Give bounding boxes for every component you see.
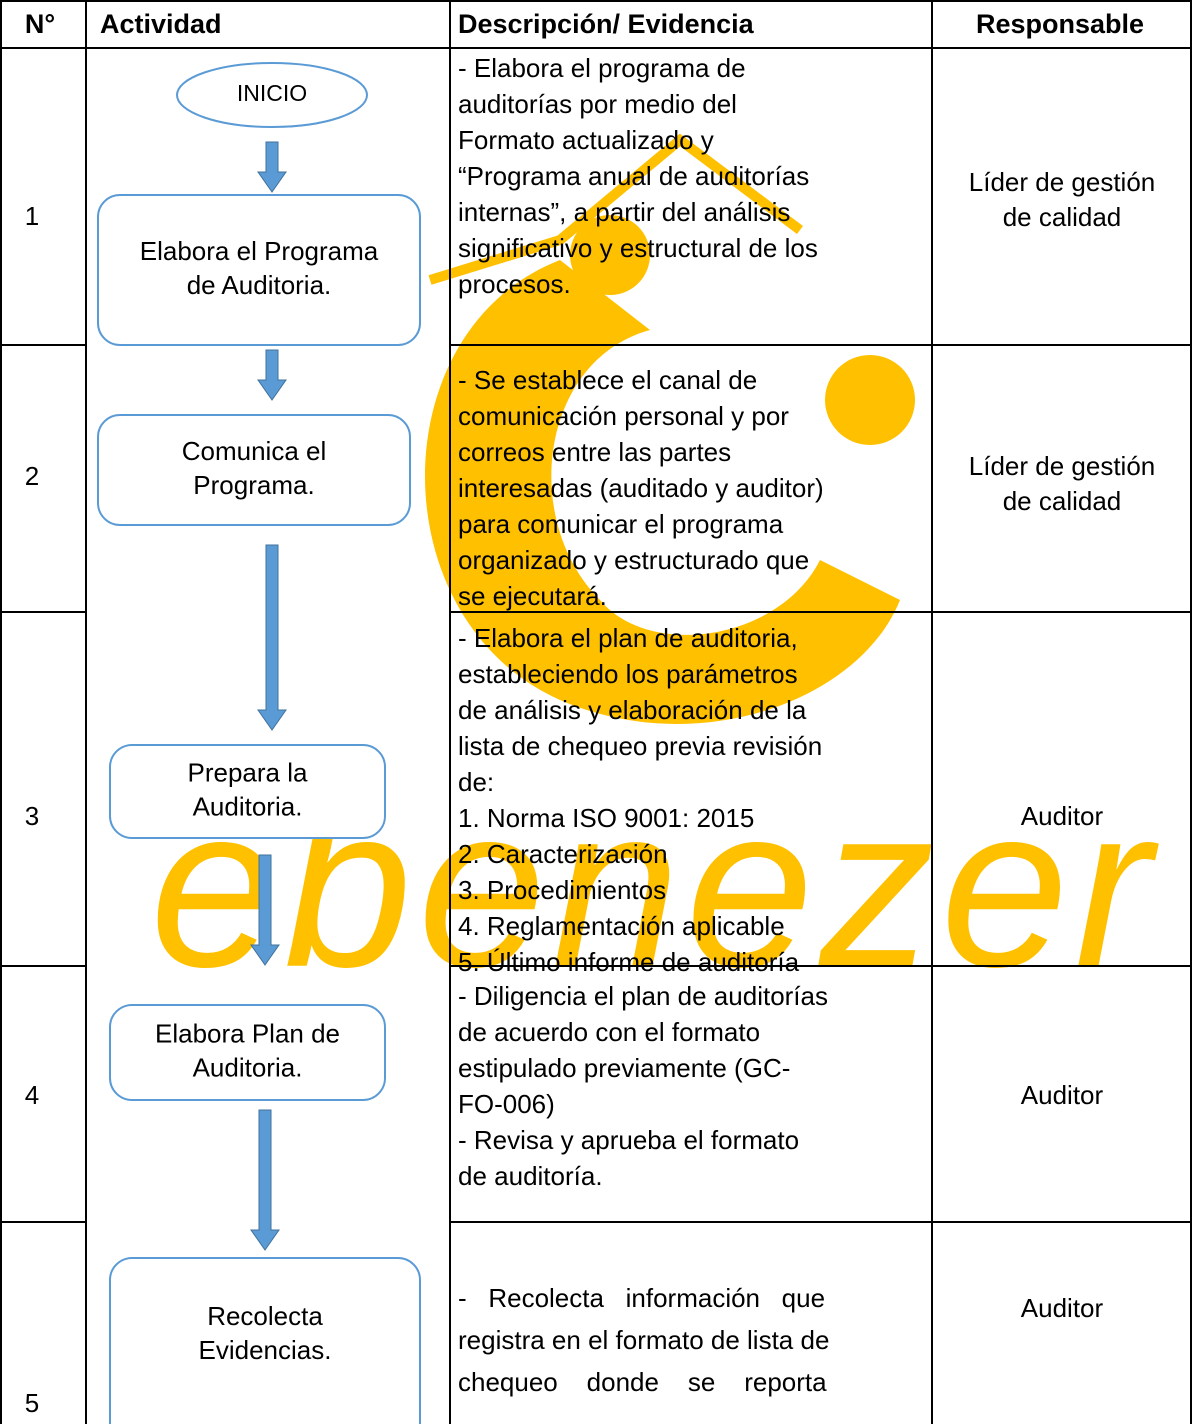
watermark-logo: ebenezer — [150, 133, 1153, 1015]
activity-label: Recolecta — [207, 1301, 323, 1331]
description-line: 5. Último informe de auditoría — [458, 947, 800, 977]
description-line: chequeo donde se reporta — [458, 1367, 827, 1397]
description-line: de acuerdo con el formato — [458, 1017, 760, 1047]
row-number: 5 — [25, 1388, 39, 1418]
description-line: se ejecutará. — [458, 581, 607, 611]
header-cell: Responsable — [976, 9, 1144, 39]
responsible-line: de calidad — [1003, 202, 1122, 232]
activity-box — [109, 744, 386, 839]
description-line: comunicación personal y por — [458, 401, 789, 431]
description-line: auditorías por medio del — [458, 89, 737, 119]
activity-label: Programa. — [193, 470, 314, 500]
description-line: 1. Norma ISO 9001: 2015 — [458, 803, 754, 833]
description-line: lista de chequeo previa revisión — [458, 731, 822, 761]
header-cell: N° — [25, 9, 55, 39]
activity-label: Evidencias. — [199, 1335, 332, 1365]
start-label: INICIO — [237, 80, 307, 106]
row-number: 2 — [25, 461, 39, 491]
row-number: 3 — [25, 801, 39, 831]
description-line: - Elabora el programa de — [458, 53, 746, 83]
description-line: estipulado previamente (GC- — [458, 1053, 790, 1083]
activity-box — [109, 1004, 386, 1101]
description-line: registra en el formato de lista de — [458, 1325, 829, 1355]
flow-arrow — [257, 141, 287, 193]
description-line: - Elabora el plan de auditoria, — [458, 623, 798, 653]
activity-label: de Auditoria. — [187, 270, 332, 300]
description-line: - Revisa y aprueba el formato — [458, 1125, 799, 1155]
description-line: de análisis y elaboración de la — [458, 695, 807, 725]
description-line: de auditoría. — [458, 1161, 603, 1191]
activity-label: Auditoria. — [193, 1052, 303, 1082]
flow-arrow — [250, 854, 280, 966]
responsible-line: de calidad — [1003, 486, 1122, 516]
responsible-line: Auditor — [1021, 1080, 1104, 1110]
description-line: 3. Procedimientos — [458, 875, 666, 905]
activity-label: Elabora el Programa — [140, 236, 379, 266]
responsible-line: Auditor — [1021, 801, 1104, 831]
description-line: - Diligencia el plan de auditorías — [458, 981, 828, 1011]
start-node — [176, 62, 368, 128]
description-line: estableciendo los parámetros — [458, 659, 798, 689]
description-line: procesos. — [458, 269, 571, 299]
activity-label: Elabora Plan de — [155, 1018, 340, 1048]
responsible-line: Auditor — [1021, 1293, 1104, 1323]
description-line: de: — [458, 767, 494, 797]
activity-box — [97, 414, 411, 526]
row-number: 1 — [25, 201, 39, 231]
description-line: “Programa anual de auditorías — [458, 161, 809, 191]
header-cell: Actividad — [100, 9, 222, 39]
activity-label: Auditoria. — [193, 791, 303, 821]
activity-label: Comunica el — [182, 436, 327, 466]
activity-box — [109, 1257, 421, 1424]
flow-arrow — [250, 1109, 280, 1251]
description-line: 4. Reglamentación aplicable — [458, 911, 785, 941]
description-line: - Recolecta información que — [458, 1283, 825, 1313]
activity-label: Prepara la — [188, 757, 308, 787]
flow-arrow — [257, 349, 287, 401]
description-line: organizado y estructurado que — [458, 545, 809, 575]
description-line: interesadas (auditado y auditor) — [458, 473, 824, 503]
description-line: internas”, a partir del análisis — [458, 197, 790, 227]
flow-arrow — [257, 544, 287, 731]
header-cell: Descripción/ Evidencia — [458, 9, 755, 39]
description-line: Formato actualizado y — [458, 125, 714, 155]
description-line: - Se establece el canal de — [458, 365, 757, 395]
description-line: 2. Caracterización — [458, 839, 668, 869]
description-line: para comunicar el programa — [458, 509, 784, 539]
activity-box — [97, 194, 421, 346]
responsible-line: Líder de gestión — [969, 451, 1155, 481]
row-number: 4 — [25, 1080, 39, 1110]
responsible-line: Líder de gestión — [969, 167, 1155, 197]
description-line: correos entre las partes — [458, 437, 731, 467]
description-line: significativo y estructural de los — [458, 233, 818, 263]
description-line: FO-006) — [458, 1089, 555, 1119]
